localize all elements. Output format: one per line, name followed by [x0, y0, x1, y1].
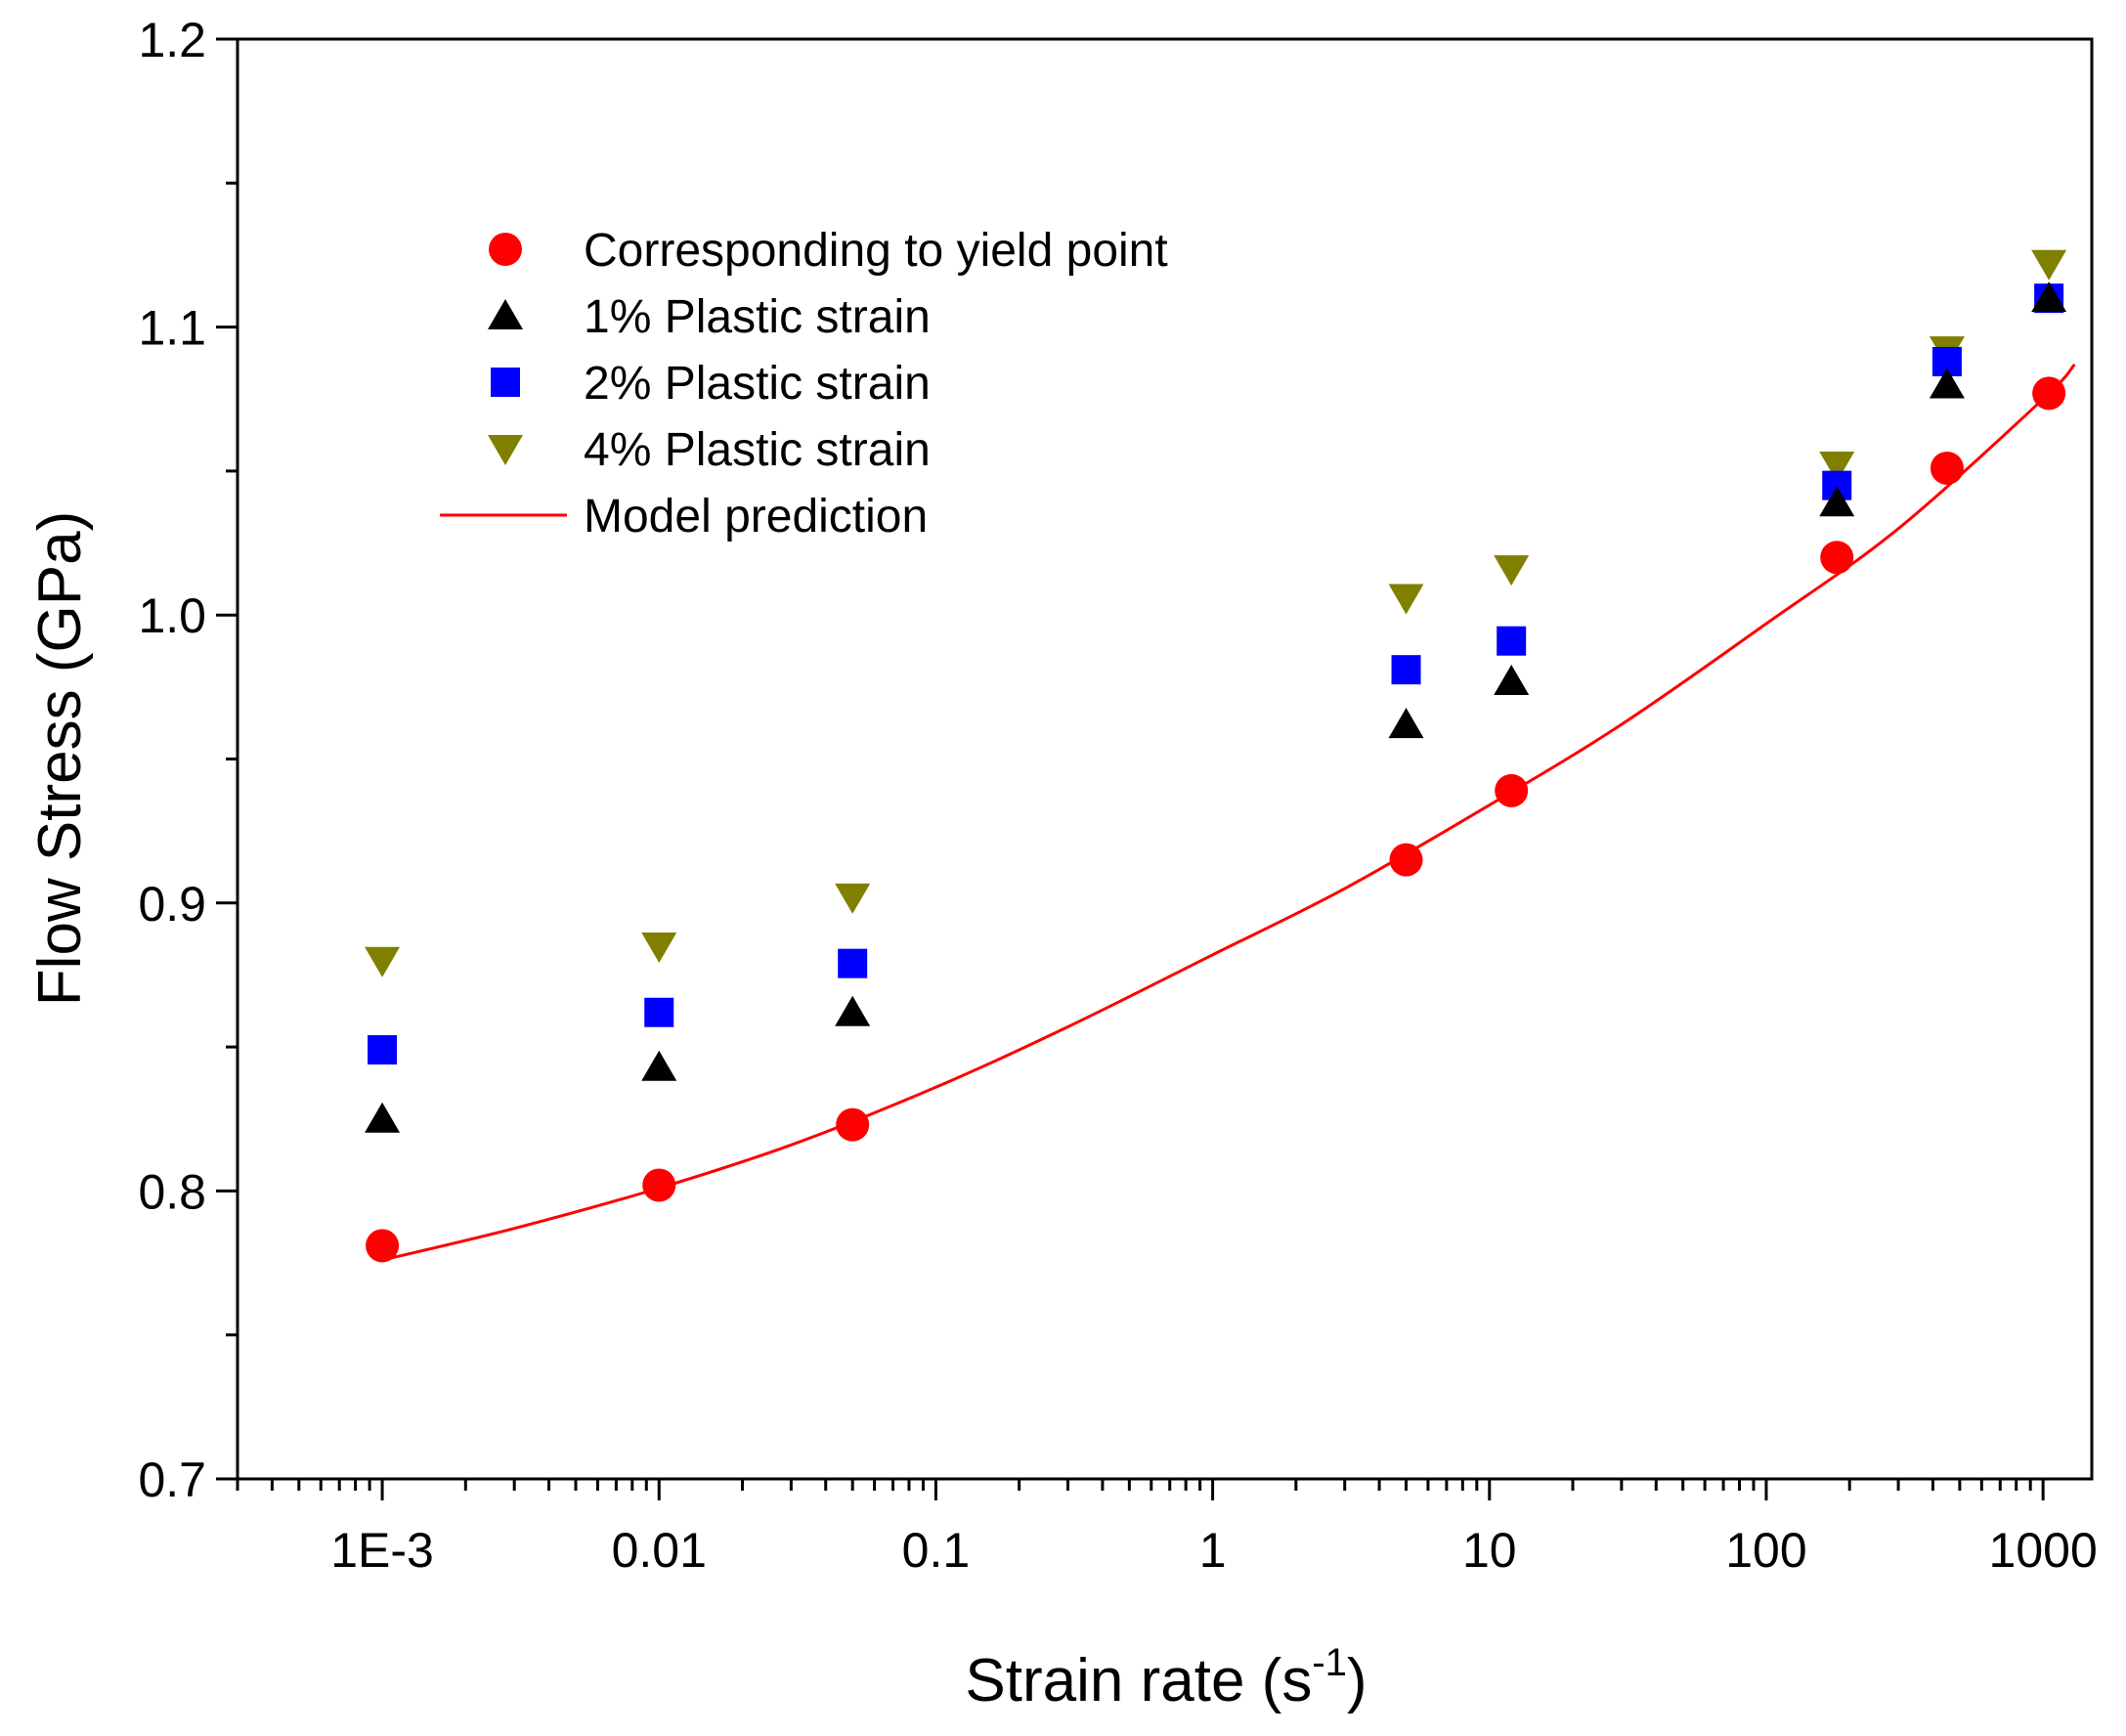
triangle-down-point	[2031, 249, 2067, 281]
y-tick-label: 0.8	[138, 1164, 206, 1219]
legend-label: 2% Plastic strain	[584, 358, 931, 410]
x-axis-title: Strain rate (s-1)	[965, 1641, 1367, 1714]
triangle-down-point	[835, 883, 871, 914]
data-markers	[365, 249, 2067, 1263]
x-tick-label: 10	[1462, 1523, 1517, 1578]
y-tick-label: 1.2	[138, 13, 206, 67]
y-tick-label: 0.7	[138, 1453, 206, 1507]
x-tick-label: 1000	[1989, 1523, 2098, 1578]
circle-point	[1495, 773, 1529, 807]
triangle-up-point	[1929, 368, 1965, 399]
square-point	[1497, 626, 1527, 656]
square-point	[368, 1035, 398, 1065]
tick-labels: 0.7 0.8 0.9 1.0 1.1 1.2 1E-3 0.01 0.1 1 10 100 1000	[138, 13, 2097, 1578]
legend-symbol-square	[491, 368, 520, 397]
legend-symbol-circle	[489, 233, 522, 266]
y-axis-title: Flow Stress (GPa)	[26, 511, 94, 1006]
x-tick-label: 100	[1725, 1523, 1806, 1578]
legend-label: Model prediction	[584, 491, 928, 542]
circle-point	[836, 1107, 870, 1142]
square-point	[644, 997, 674, 1027]
circle-point	[1389, 843, 1423, 877]
y-tick-label: 1.1	[138, 301, 206, 356]
triangle-down-point	[1494, 555, 1530, 586]
x-axis-title-close: )	[1347, 1647, 1367, 1714]
circle-point	[1820, 541, 1854, 575]
legend-label: Corresponding to yield point	[584, 225, 1168, 277]
legend-label: 4% Plastic strain	[584, 424, 931, 476]
triangle-down-point	[1388, 584, 1424, 615]
circle-point	[1930, 451, 1964, 485]
legend-symbol-triangle-down	[488, 435, 523, 465]
legend-label: 1% Plastic strain	[584, 291, 931, 343]
legend: Corresponding to yield point 1% Plastic s…	[440, 225, 1168, 542]
triangle-up-point	[641, 1050, 677, 1081]
x-axis-title-superscript: -1	[1312, 1641, 1347, 1684]
triangle-down-point	[641, 932, 677, 963]
x-tick-label: 1	[1199, 1523, 1227, 1578]
triangle-up-point	[365, 1102, 401, 1133]
circle-point	[366, 1229, 400, 1263]
circle-point	[642, 1168, 676, 1202]
square-point	[838, 948, 868, 978]
y-tick-label: 0.9	[138, 877, 206, 932]
triangle-up-point	[2031, 282, 2067, 313]
x-tick-label: 0.1	[902, 1523, 971, 1578]
triangle-down-point	[365, 946, 401, 977]
triangle-down-point	[1819, 452, 1855, 483]
model-line-layer	[381, 363, 2076, 1262]
x-tick-label: 1E-3	[330, 1523, 434, 1578]
triangle-up-point	[1819, 486, 1855, 517]
triangle-up-point	[835, 995, 871, 1026]
circle-point	[2032, 376, 2066, 411]
y-tick-label: 1.0	[138, 588, 206, 643]
triangle-up-point	[1388, 708, 1424, 739]
ticks	[216, 37, 2045, 1500]
x-tick-label: 0.01	[612, 1523, 707, 1578]
model-prediction-line	[381, 363, 2076, 1262]
triangle-up-point	[1494, 664, 1530, 695]
legend-symbol-triangle-up	[488, 299, 523, 329]
x-axis-title-main: Strain rate (s	[965, 1647, 1312, 1714]
square-point	[1391, 655, 1421, 685]
